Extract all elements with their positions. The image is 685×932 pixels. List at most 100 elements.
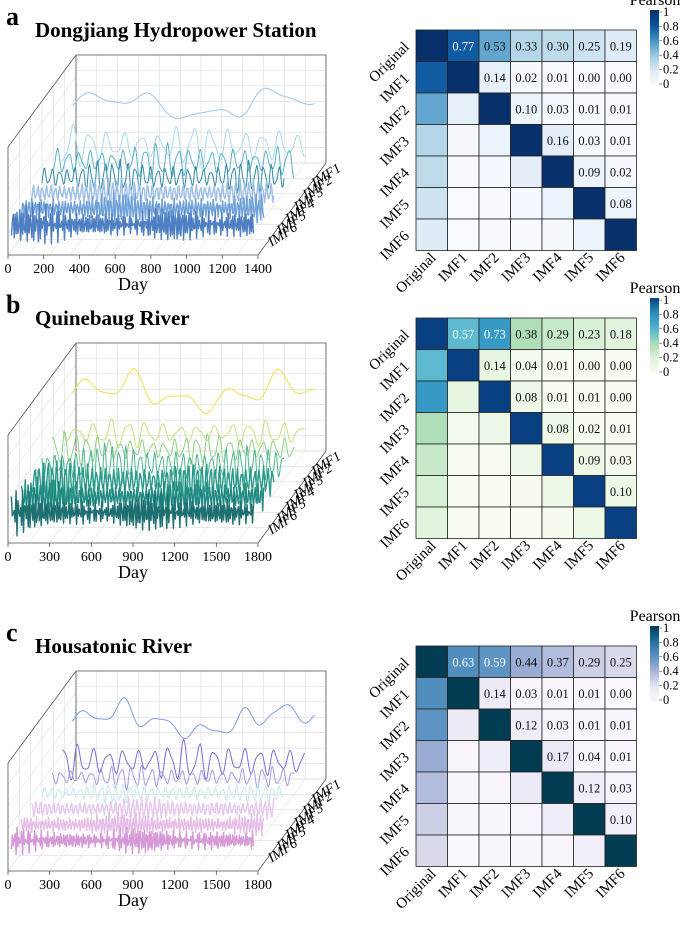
grid-line [7, 714, 77, 807]
heatmap-cell [447, 412, 480, 445]
heatmap-value-label: 0.02 [515, 71, 537, 85]
legend-tick-label: 0.2 [663, 63, 679, 77]
heatmap-cell [573, 349, 606, 382]
heatmap-cell [447, 155, 480, 188]
heatmap-cell [573, 803, 606, 836]
legend-tick-label: 0.6 [663, 322, 679, 336]
row-label: IMF2 [377, 390, 412, 425]
heatmap-value-label: 0.17 [547, 750, 569, 764]
col-label: IMF5 [562, 538, 597, 573]
heatmap-value-label: 0.01 [578, 390, 600, 404]
x-tick-label: 600 [81, 550, 102, 565]
legend-colorbar [650, 626, 659, 702]
heatmap-value-label: 0.03 [578, 134, 600, 148]
row-label: IMF6 [377, 228, 413, 264]
heatmap-cell [478, 803, 511, 836]
heatmap-cell [541, 155, 574, 188]
col-label: IMF5 [562, 250, 597, 285]
heatmap-cell [415, 29, 448, 62]
heatmap-cell [447, 506, 480, 539]
series-line-imf6 [10, 201, 255, 245]
col-label: IMF6 [593, 538, 629, 574]
heatmap-cell [415, 645, 448, 678]
heatmap-value-label: 0.08 [610, 197, 632, 211]
heatmap-cell [541, 349, 574, 382]
col-label: IMF1 [436, 866, 471, 901]
grid-line [7, 98, 77, 191]
heatmap-cell [478, 645, 511, 678]
heatmap-value-label: 0.03 [547, 718, 569, 732]
heatmap-value-label: 0.04 [578, 750, 601, 764]
x-tick-label: 600 [105, 262, 126, 277]
col-label: IMF3 [499, 866, 534, 901]
heatmap-cell [604, 187, 637, 220]
heatmap-cell [541, 506, 574, 539]
col-label: IMF1 [436, 250, 471, 285]
x-tick-label: 300 [39, 878, 60, 893]
heatmap-cell [510, 443, 543, 476]
heatmap-cell [573, 708, 606, 741]
row-label: IMF5 [377, 813, 412, 848]
heatmap-value-label: 0.29 [547, 327, 569, 341]
heatmap-cell [604, 443, 637, 476]
heatmap-cell [510, 740, 543, 773]
heatmap-cell [447, 677, 480, 710]
grid-line [7, 429, 77, 522]
heatmap-cell [415, 61, 448, 94]
chart-title: Dongjiang Hydropower Station [35, 18, 317, 42]
grid-line [7, 407, 77, 500]
x-tick-label: 600 [81, 878, 102, 893]
axis-box-edge [7, 54, 327, 163]
heatmap-value-label: 0.01 [547, 390, 569, 404]
heatmap-cell [573, 677, 606, 710]
row-label: IMF3 [377, 750, 412, 785]
heatmap-cell [604, 677, 637, 710]
row-label: IMF6 [377, 844, 413, 880]
x-tick-label: 1000 [173, 262, 201, 277]
heatmap-cell [541, 834, 574, 867]
x-tick-label: 1500 [202, 878, 230, 893]
heatmap-value-label: 0.01 [610, 422, 632, 436]
heatmap-cell [510, 645, 543, 678]
legend-tick-label: 0.8 [663, 19, 679, 33]
legend-tick-label: 1 [663, 293, 669, 307]
series-line-imf2 [51, 764, 295, 791]
heatmap-value-label: 0.14 [484, 687, 507, 701]
row-label: IMF2 [377, 102, 412, 137]
col-label: IMF2 [467, 538, 502, 573]
heatmap-cell [604, 92, 637, 125]
heatmap-cell [604, 834, 637, 867]
heatmap-cell [541, 803, 574, 836]
legend-tick-label: 0.4 [663, 48, 679, 62]
heatmap-value-label: 0.30 [547, 39, 569, 53]
heatmap-value-label: 0.10 [610, 813, 632, 827]
col-label: IMF2 [467, 866, 502, 901]
col-label: IMF3 [499, 250, 534, 285]
heatmap-value-label: 0.00 [578, 359, 600, 373]
col-label: IMF1 [436, 538, 471, 573]
heatmap-value-label: 0.01 [610, 750, 632, 764]
heatmap-cell [478, 708, 511, 741]
heatmap-cell [415, 443, 448, 476]
heatmap-cell [604, 708, 637, 741]
heatmap-cell [510, 506, 543, 539]
heatmap-cell [447, 317, 480, 350]
x-tick-label: 0 [5, 878, 12, 893]
col-label: IMF2 [467, 250, 502, 285]
heatmap-cell [415, 380, 448, 413]
heatmap-value-label: 0.73 [484, 327, 506, 341]
x-tick-label: 900 [123, 878, 144, 893]
col-label: IMF6 [593, 866, 629, 902]
heatmap-value-label: 0.33 [515, 39, 537, 53]
x-tick-label: 200 [33, 262, 54, 277]
x-tick-label: 1200 [161, 878, 189, 893]
heatmap-cell [478, 187, 511, 220]
heatmap-cell [510, 803, 543, 836]
heatmap-value-label: 0.44 [515, 655, 538, 669]
heatmap-value-label: 0.16 [547, 134, 569, 148]
heatmap-value-label: 0.10 [610, 485, 632, 499]
heatmap-cell [604, 740, 637, 773]
heatmap-value-label: 0.00 [578, 71, 600, 85]
x-axis-label: Day [118, 890, 148, 910]
row-label: IMF4 [377, 165, 413, 201]
